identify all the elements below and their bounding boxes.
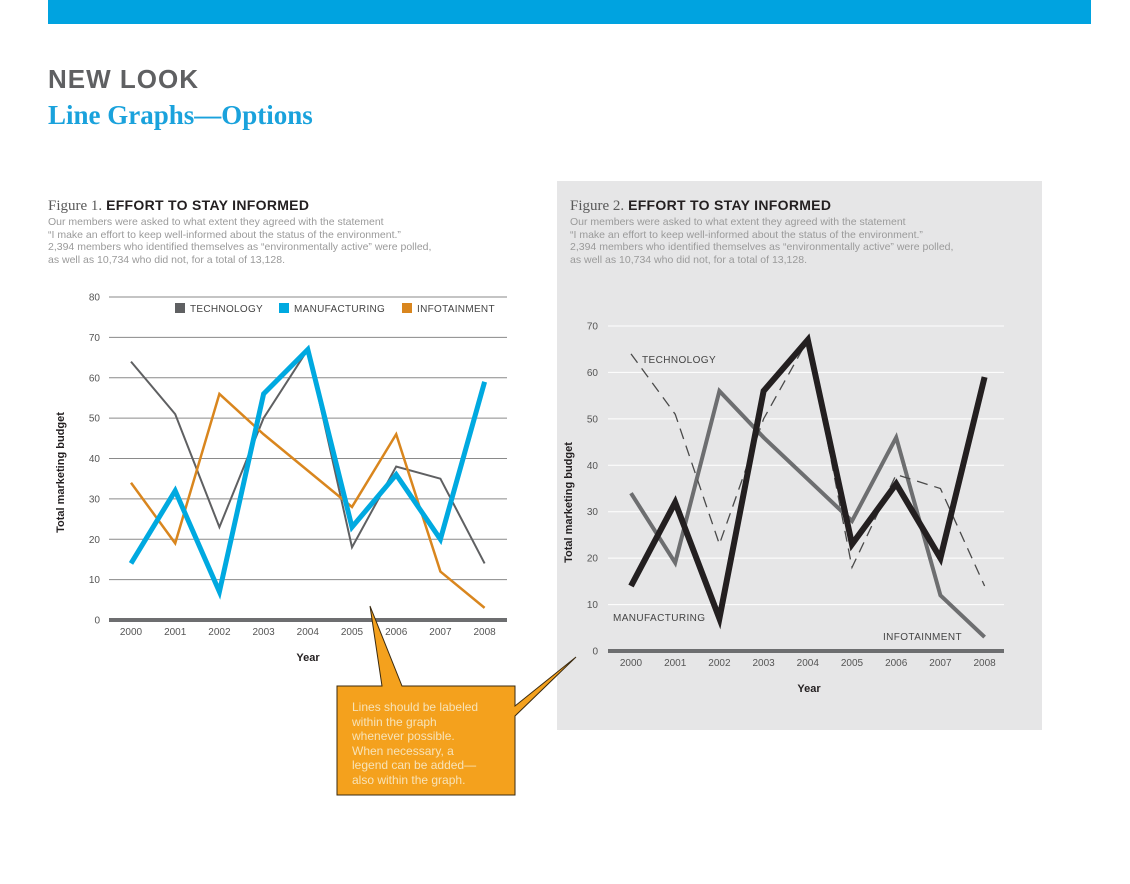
x-tick-label: 2005 xyxy=(841,658,864,669)
description-line: Our members were asked to what extent th… xyxy=(570,216,906,228)
description-line: 2,394 members who identified themselves … xyxy=(570,241,954,253)
y-tick-label: 10 xyxy=(89,575,101,586)
x-tick-label: 2002 xyxy=(208,627,231,638)
legend-label-infotainment: INFOTAINMENT xyxy=(417,304,495,315)
x-tick-label: 2006 xyxy=(885,658,908,669)
x-axis-title: Year xyxy=(797,683,821,695)
figure-2-label: Figure 2. xyxy=(570,198,625,214)
y-tick-label: 40 xyxy=(89,454,101,465)
callout-text: Lines should be labeled within the graph… xyxy=(352,700,512,787)
y-tick-label: 20 xyxy=(89,535,101,546)
description-line: as well as 10,734 who did not, for a tot… xyxy=(570,253,807,266)
description-line: “I make an effort to keep well-informed … xyxy=(570,228,923,241)
y-tick-label: 70 xyxy=(89,333,101,344)
y-tick-label: 40 xyxy=(587,461,599,472)
callout-line: legend can be added— xyxy=(352,758,477,772)
x-tick-label: 2000 xyxy=(620,658,643,669)
figure-1-name: EFFORT TO STAY INFORMED xyxy=(106,197,310,213)
figure-1-header: Figure 1. EFFORT TO STAY INFORMED Our me… xyxy=(48,196,518,266)
x-tick-label: 2004 xyxy=(797,658,820,669)
figure-1-label: Figure 1. xyxy=(48,198,103,214)
x-tick-label: 2003 xyxy=(252,627,275,638)
y-tick-label: 0 xyxy=(94,616,100,627)
legend-label-manufacturing: MANUFACTURING xyxy=(294,304,385,315)
legend-swatch-infotainment xyxy=(402,303,412,313)
y-tick-label: 60 xyxy=(587,368,599,379)
top-accent-bar xyxy=(48,0,1091,24)
x-tick-label: 2007 xyxy=(929,658,952,669)
callout-line: within the graph xyxy=(352,714,437,729)
x-tick-label: 2008 xyxy=(473,627,496,638)
y-tick-label: 0 xyxy=(592,647,598,658)
series-line-manufacturing xyxy=(128,344,488,600)
callout-line: also within the graph. xyxy=(352,772,466,787)
description-line: “I make an effort to keep well-informed … xyxy=(48,228,401,241)
page-title: NEW LOOK xyxy=(48,64,199,94)
x-tick-label: 2002 xyxy=(708,658,731,669)
y-axis-title: Total marketing budget xyxy=(563,442,575,563)
y-tick-label: 50 xyxy=(89,414,101,425)
x-tick-label: 2008 xyxy=(973,658,996,669)
y-axis-title: Total marketing budget xyxy=(55,412,67,533)
figure-2-description: Our members were asked to what extent th… xyxy=(570,216,1010,266)
y-tick-label: 30 xyxy=(587,507,599,518)
y-tick-label: 10 xyxy=(587,600,599,611)
x-tick-label: 2003 xyxy=(752,658,775,669)
legend-label-technology: TECHNOLOGY xyxy=(190,304,263,315)
figure-2-title: Figure 2. EFFORT TO STAY INFORMED xyxy=(570,196,1010,215)
x-tick-label: 2004 xyxy=(297,627,320,638)
figure-1-description: Our members were asked to what extent th… xyxy=(48,216,518,266)
series-line-infotainment xyxy=(629,387,986,639)
y-tick-label: 80 xyxy=(89,293,101,304)
callout-line: whenever possible. xyxy=(352,729,455,743)
x-tick-label: 2000 xyxy=(120,627,143,638)
y-tick-label: 20 xyxy=(587,554,599,565)
line-label-infotainment: INFOTAINMENT xyxy=(883,632,962,643)
legend-swatch-manufacturing xyxy=(279,303,289,313)
x-tick-label: 2006 xyxy=(385,627,408,638)
figure-2-panel xyxy=(557,181,1042,730)
callout-line: When necessary, a xyxy=(352,743,454,758)
y-tick-label: 60 xyxy=(89,373,101,384)
description-line: Our members were asked to what extent th… xyxy=(48,216,384,228)
series-line-infotainment xyxy=(129,391,486,609)
description-line: 2,394 members who identified themselves … xyxy=(48,241,432,253)
x-tick-label: 2001 xyxy=(664,658,687,669)
callout-line: Lines should be labeled xyxy=(352,700,479,714)
page-subtitle: Line Graphs—Options xyxy=(48,100,313,130)
line-label-technology: TECHNOLOGY xyxy=(642,355,716,366)
x-tick-label: 2007 xyxy=(429,627,452,638)
figure-1-title: Figure 1. EFFORT TO STAY INFORMED xyxy=(48,196,518,215)
y-tick-label: 70 xyxy=(587,322,599,333)
figure-2-name: EFFORT TO STAY INFORMED xyxy=(628,197,832,213)
figure-2-header: Figure 2. EFFORT TO STAY INFORMED Our me… xyxy=(570,196,1010,266)
series-line-manufacturing xyxy=(628,333,988,630)
line-label-manufacturing: MANUFACTURING xyxy=(613,613,705,624)
legend-swatch-technology xyxy=(175,303,185,313)
x-tick-label: 2005 xyxy=(341,627,364,638)
x-tick-label: 2001 xyxy=(164,627,187,638)
y-tick-label: 30 xyxy=(89,494,101,505)
x-axis-title: Year xyxy=(296,652,320,664)
callout-shape xyxy=(336,605,577,796)
description-line: as well as 10,734 who did not, for a tot… xyxy=(48,253,285,266)
y-tick-label: 50 xyxy=(587,414,599,425)
